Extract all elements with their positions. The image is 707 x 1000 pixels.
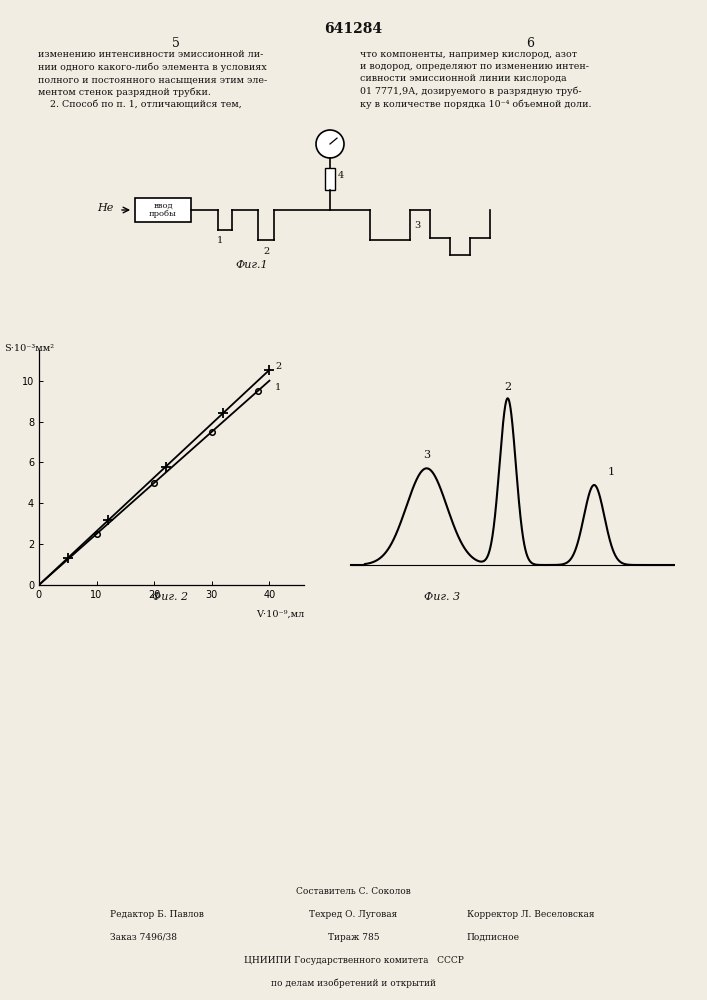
Text: Техред О. Луговая: Техред О. Луговая [310, 910, 397, 919]
Text: ЦНИИПИ Государственного комитета   СССР: ЦНИИПИ Государственного комитета СССР [244, 956, 463, 965]
Bar [135, 198, 191, 222]
Text: 1: 1 [275, 383, 281, 392]
Text: по делам изобретений и открытий: по делам изобретений и открытий [271, 978, 436, 988]
Text: что компоненты, например кислород, азот
и водород, определяют по изменению интен: что компоненты, например кислород, азот … [360, 50, 592, 109]
Bar [325, 168, 335, 190]
Circle shape [316, 130, 344, 158]
Text: Подписное: Подписное [467, 933, 520, 942]
Text: Редактор Б. Павлов: Редактор Б. Павлов [110, 910, 204, 919]
Text: Фиг. 3: Фиг. 3 [423, 592, 460, 602]
Text: Заказ 7496/38: Заказ 7496/38 [110, 933, 177, 942]
Text: 3: 3 [423, 450, 430, 460]
Text: Фиг. 2: Фиг. 2 [151, 592, 188, 602]
Text: 2: 2 [504, 382, 511, 392]
Text: 6: 6 [526, 37, 534, 50]
Text: 1: 1 [607, 467, 615, 477]
Text: 641284: 641284 [324, 22, 382, 36]
Text: Фиг.1: Фиг.1 [235, 260, 269, 270]
Text: Составитель С. Соколов: Составитель С. Соколов [296, 887, 411, 896]
Text: 3: 3 [414, 221, 420, 230]
Text: 1: 1 [217, 236, 223, 245]
Text: S·10⁻³мм²: S·10⁻³мм² [4, 344, 54, 353]
Text: 2: 2 [275, 362, 281, 371]
Text: 2: 2 [263, 247, 269, 256]
Text: V·10⁻⁹,мл: V·10⁻⁹,мл [256, 610, 304, 619]
Text: изменению интенсивности эмиссионной ли-
нии одного какого-либо элемента в услови: изменению интенсивности эмиссионной ли- … [38, 50, 267, 109]
Text: Корректор Л. Веселовская: Корректор Л. Веселовская [467, 910, 594, 919]
Text: пробы: пробы [149, 210, 177, 218]
Text: He: He [97, 203, 113, 213]
Text: 4: 4 [338, 170, 344, 180]
Text: 5: 5 [172, 37, 180, 50]
Text: ввод: ввод [153, 202, 173, 210]
Text: Тираж 785: Тираж 785 [327, 933, 380, 942]
